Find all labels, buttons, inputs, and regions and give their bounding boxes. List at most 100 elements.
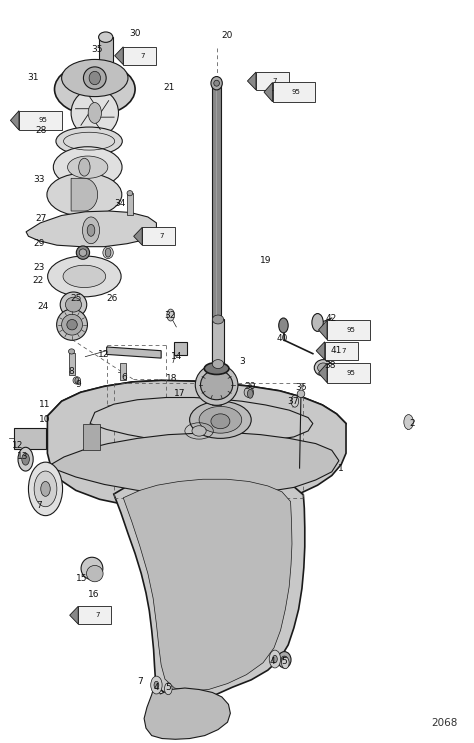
Polygon shape — [114, 473, 305, 698]
Ellipse shape — [244, 387, 254, 398]
Circle shape — [79, 158, 90, 176]
Circle shape — [34, 471, 57, 507]
Circle shape — [282, 657, 289, 669]
Ellipse shape — [76, 246, 90, 259]
Text: 35: 35 — [91, 45, 102, 53]
Ellipse shape — [57, 309, 87, 340]
Text: 7: 7 — [341, 348, 346, 354]
Text: 27: 27 — [35, 214, 46, 223]
Text: 29: 29 — [33, 239, 45, 248]
Polygon shape — [90, 398, 313, 444]
Ellipse shape — [214, 80, 219, 86]
Text: 31: 31 — [27, 73, 39, 82]
Text: 42: 42 — [325, 314, 337, 322]
Text: 4: 4 — [154, 683, 159, 692]
Ellipse shape — [73, 377, 81, 384]
Polygon shape — [71, 178, 98, 211]
Ellipse shape — [297, 390, 305, 398]
Polygon shape — [247, 72, 256, 90]
Ellipse shape — [67, 319, 77, 330]
Ellipse shape — [62, 314, 82, 335]
Ellipse shape — [47, 173, 122, 216]
Text: 30: 30 — [129, 29, 140, 38]
Polygon shape — [47, 380, 346, 510]
Text: 8: 8 — [68, 367, 74, 376]
Ellipse shape — [65, 297, 82, 312]
Bar — [174, 342, 187, 355]
Ellipse shape — [278, 652, 291, 668]
Text: 95: 95 — [346, 327, 355, 333]
Ellipse shape — [201, 370, 233, 400]
Bar — [123, 47, 156, 65]
Text: 95: 95 — [38, 117, 47, 123]
Text: 24: 24 — [37, 302, 48, 311]
Ellipse shape — [53, 146, 122, 187]
Text: 4: 4 — [270, 657, 275, 666]
Polygon shape — [26, 211, 156, 247]
Circle shape — [329, 364, 335, 373]
Ellipse shape — [199, 406, 242, 433]
Polygon shape — [134, 227, 142, 245]
Bar — [69, 353, 75, 375]
Polygon shape — [144, 682, 230, 739]
Text: 2: 2 — [410, 419, 415, 428]
Text: 5: 5 — [282, 657, 287, 666]
Polygon shape — [70, 606, 78, 624]
Text: 12: 12 — [12, 441, 24, 450]
Ellipse shape — [62, 59, 128, 97]
Circle shape — [22, 453, 29, 465]
Text: 7: 7 — [140, 53, 145, 59]
Text: 41: 41 — [331, 346, 342, 355]
Text: 13: 13 — [17, 452, 28, 461]
Circle shape — [82, 217, 100, 244]
Circle shape — [75, 377, 79, 383]
Text: 6: 6 — [121, 373, 127, 382]
Text: 22: 22 — [32, 276, 44, 285]
Text: 32: 32 — [164, 311, 175, 319]
Text: 20: 20 — [221, 31, 232, 40]
Ellipse shape — [56, 127, 122, 155]
Ellipse shape — [81, 557, 103, 580]
Circle shape — [87, 224, 95, 236]
Text: 26: 26 — [106, 294, 118, 303]
Bar — [327, 363, 370, 383]
Circle shape — [273, 655, 277, 663]
Bar — [14, 428, 46, 449]
Ellipse shape — [318, 363, 329, 373]
Text: 25: 25 — [70, 294, 82, 303]
Polygon shape — [316, 342, 325, 360]
Text: 38: 38 — [325, 361, 336, 370]
Circle shape — [404, 415, 413, 429]
Text: 40: 40 — [277, 334, 288, 343]
Polygon shape — [319, 363, 327, 383]
Bar — [212, 319, 224, 364]
Circle shape — [279, 318, 288, 333]
Text: 11: 11 — [39, 400, 51, 409]
Text: 16: 16 — [88, 590, 100, 599]
Bar — [325, 342, 358, 360]
Ellipse shape — [192, 426, 206, 436]
Circle shape — [164, 683, 172, 695]
Circle shape — [18, 447, 33, 471]
Text: 33: 33 — [33, 175, 45, 184]
Bar — [212, 85, 221, 368]
Polygon shape — [83, 424, 100, 450]
Ellipse shape — [89, 71, 100, 85]
Ellipse shape — [86, 565, 103, 582]
Ellipse shape — [212, 360, 224, 369]
Bar — [99, 37, 113, 67]
Ellipse shape — [190, 401, 251, 438]
Ellipse shape — [55, 63, 135, 115]
Ellipse shape — [99, 62, 113, 72]
Bar — [127, 193, 133, 215]
Text: 39: 39 — [245, 382, 256, 391]
Text: 37: 37 — [288, 397, 299, 406]
Circle shape — [88, 103, 101, 123]
Text: 5: 5 — [165, 683, 171, 692]
Polygon shape — [264, 82, 273, 102]
Polygon shape — [115, 47, 123, 65]
Circle shape — [167, 309, 174, 321]
Ellipse shape — [83, 67, 106, 89]
Text: 10: 10 — [39, 415, 51, 424]
Ellipse shape — [127, 190, 133, 195]
